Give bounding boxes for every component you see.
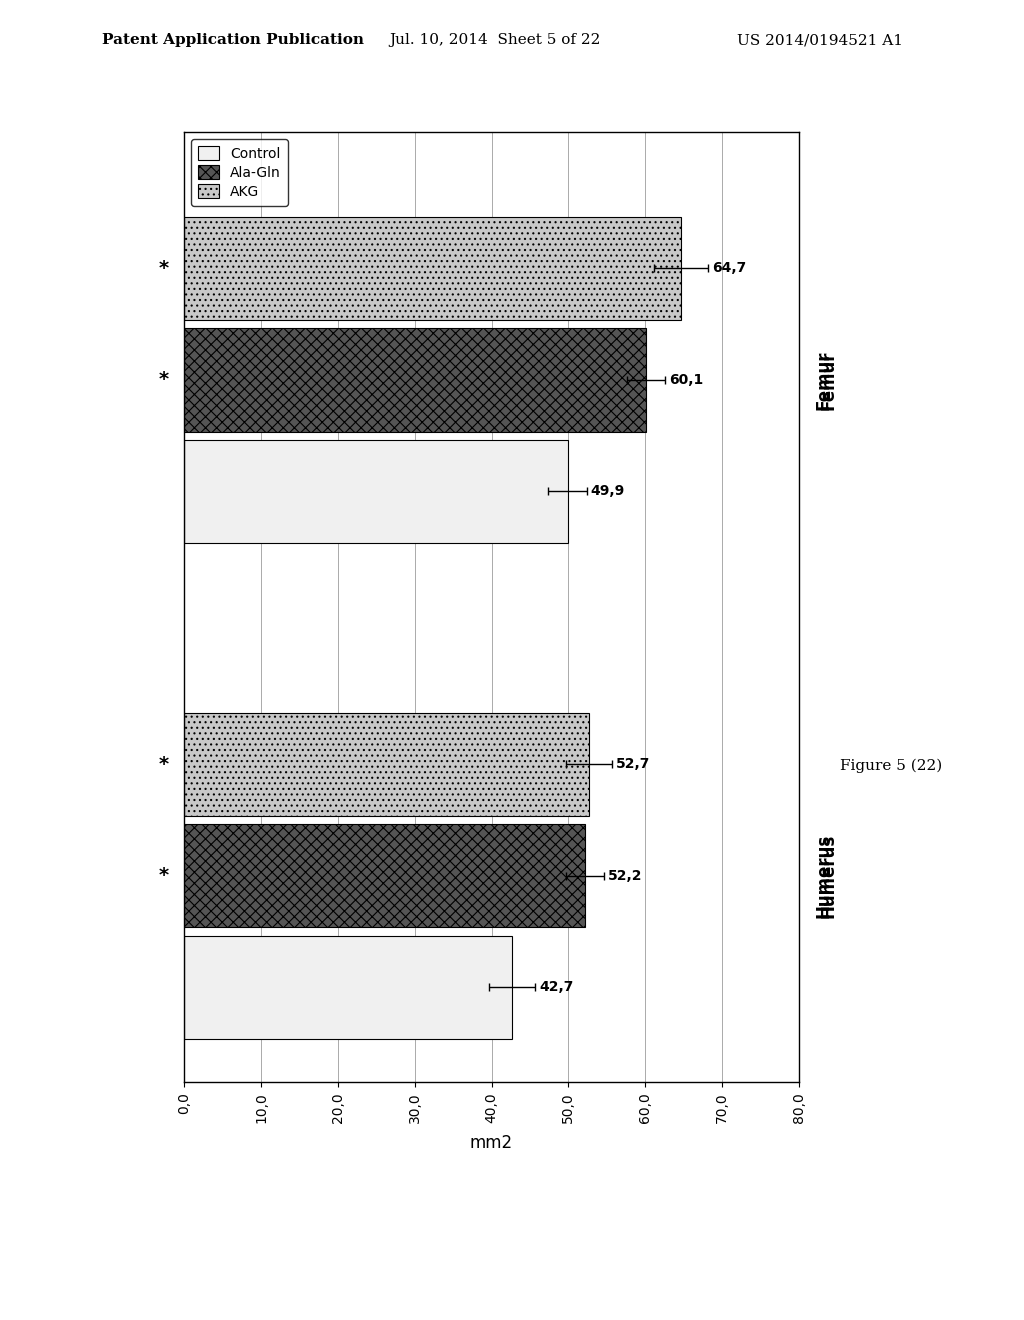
Bar [184,713,589,816]
Legend: Control, Ala-Gln, AKG: Control, Ala-Gln, AKG [191,139,288,206]
Text: *: * [159,259,169,279]
Text: 42,7: 42,7 [540,981,573,994]
Text: 60,1: 60,1 [669,374,703,387]
Text: Femur: Femur [814,350,833,409]
Bar [184,440,567,543]
Text: *: * [159,371,169,389]
Bar [184,824,586,928]
Text: Humerus: Humerus [819,834,838,917]
Text: *: * [159,866,169,886]
Text: *: * [159,755,169,774]
Text: US 2014/0194521 A1: US 2014/0194521 A1 [737,33,903,48]
Text: 49,9: 49,9 [591,484,625,499]
X-axis label: mm2: mm2 [470,1134,513,1152]
Text: Figure 5 (22): Figure 5 (22) [840,759,942,772]
Bar [184,936,512,1039]
Bar [184,329,646,432]
Text: Femur: Femur [819,350,838,409]
Text: 52,2: 52,2 [608,869,643,883]
Text: 52,7: 52,7 [616,758,650,771]
Text: 64,7: 64,7 [712,261,746,276]
Text: Humerus: Humerus [814,834,833,917]
Text: Patent Application Publication: Patent Application Publication [102,33,365,48]
Bar [184,216,681,319]
Text: Jul. 10, 2014  Sheet 5 of 22: Jul. 10, 2014 Sheet 5 of 22 [389,33,600,48]
